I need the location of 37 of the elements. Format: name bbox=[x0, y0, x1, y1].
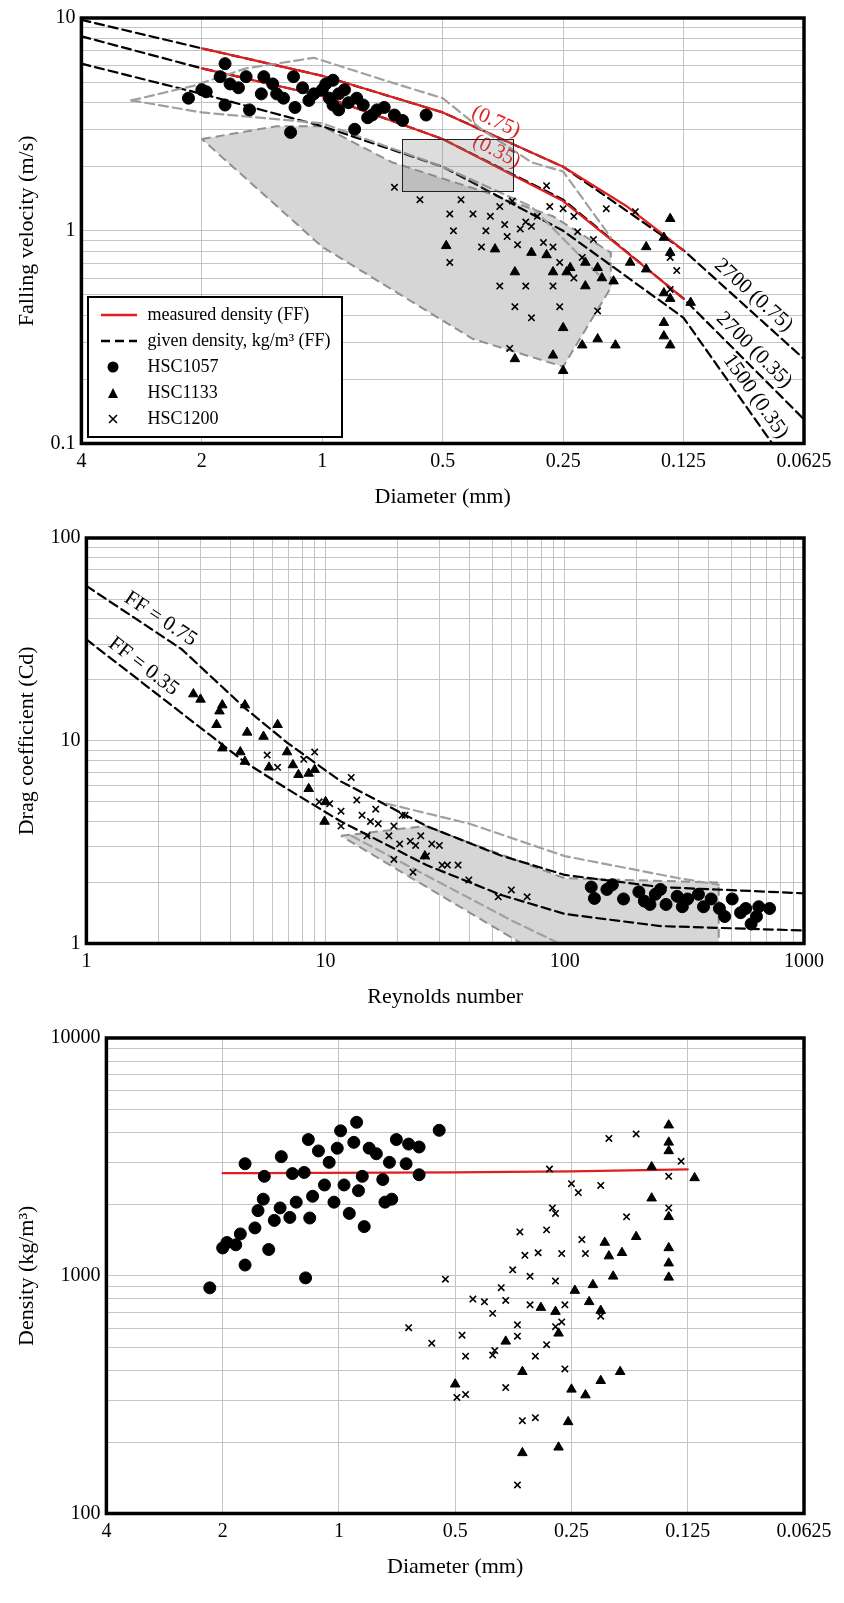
y-tick-label: 10 bbox=[60, 728, 81, 751]
x-tick-label: 2 bbox=[217, 1518, 228, 1541]
x-tick-label: 0.5 bbox=[430, 448, 456, 471]
legend-label: HSC1057 bbox=[147, 356, 219, 378]
x-tick-label: 4 bbox=[76, 448, 87, 471]
x-tick-label: 1000 bbox=[784, 948, 824, 971]
x-axis-title: Reynolds number bbox=[367, 982, 524, 1008]
x-tick-label: 0.125 bbox=[665, 1518, 711, 1541]
x-tick-label: 0.0625 bbox=[776, 448, 832, 471]
x-axis-title: Diameter (mm) bbox=[387, 1552, 524, 1578]
y-tick-label: 100 bbox=[70, 1500, 101, 1523]
x-tick-label: 1 bbox=[317, 448, 328, 471]
y-tick-label: 10 bbox=[55, 5, 76, 28]
x-tick-label: 0.25 bbox=[545, 448, 581, 471]
x-tick-label: 2 bbox=[196, 448, 207, 471]
x-tick-label: 4 bbox=[101, 1518, 112, 1541]
y-tick-label: 100 bbox=[50, 525, 81, 548]
y-tick-label: 0.1 bbox=[50, 430, 76, 453]
y-axis-title: Density (kg/m³) bbox=[12, 1205, 38, 1347]
legend-label: given density, kg/m³ (FF) bbox=[147, 330, 331, 352]
y-tick-label: 1000 bbox=[60, 1263, 101, 1286]
legend-label: HSC1133 bbox=[147, 382, 218, 404]
x-tick-label: 0.5 bbox=[442, 1518, 468, 1541]
y-axis-title: Drag coefficient (Cd) bbox=[12, 646, 38, 836]
x-tick-label: 0.0625 bbox=[776, 1518, 832, 1541]
x-tick-label: 10 bbox=[315, 948, 336, 971]
y-tick-label: 1 bbox=[70, 930, 81, 953]
x-tick-label: 100 bbox=[549, 948, 580, 971]
x-tick-label: 1 bbox=[333, 1518, 344, 1541]
x-tick-label: 0.25 bbox=[553, 1518, 589, 1541]
legend-label: measured density (FF) bbox=[147, 304, 310, 326]
x-axis-title: Diameter (mm) bbox=[374, 482, 511, 508]
legend-label: HSC1200 bbox=[147, 408, 219, 430]
x-tick-label: 0.125 bbox=[661, 448, 707, 471]
y-tick-label: 10000 bbox=[50, 1025, 101, 1048]
y-axis-title: Falling velocity (m/s) bbox=[12, 135, 38, 327]
y-tick-label: 1 bbox=[65, 218, 76, 241]
